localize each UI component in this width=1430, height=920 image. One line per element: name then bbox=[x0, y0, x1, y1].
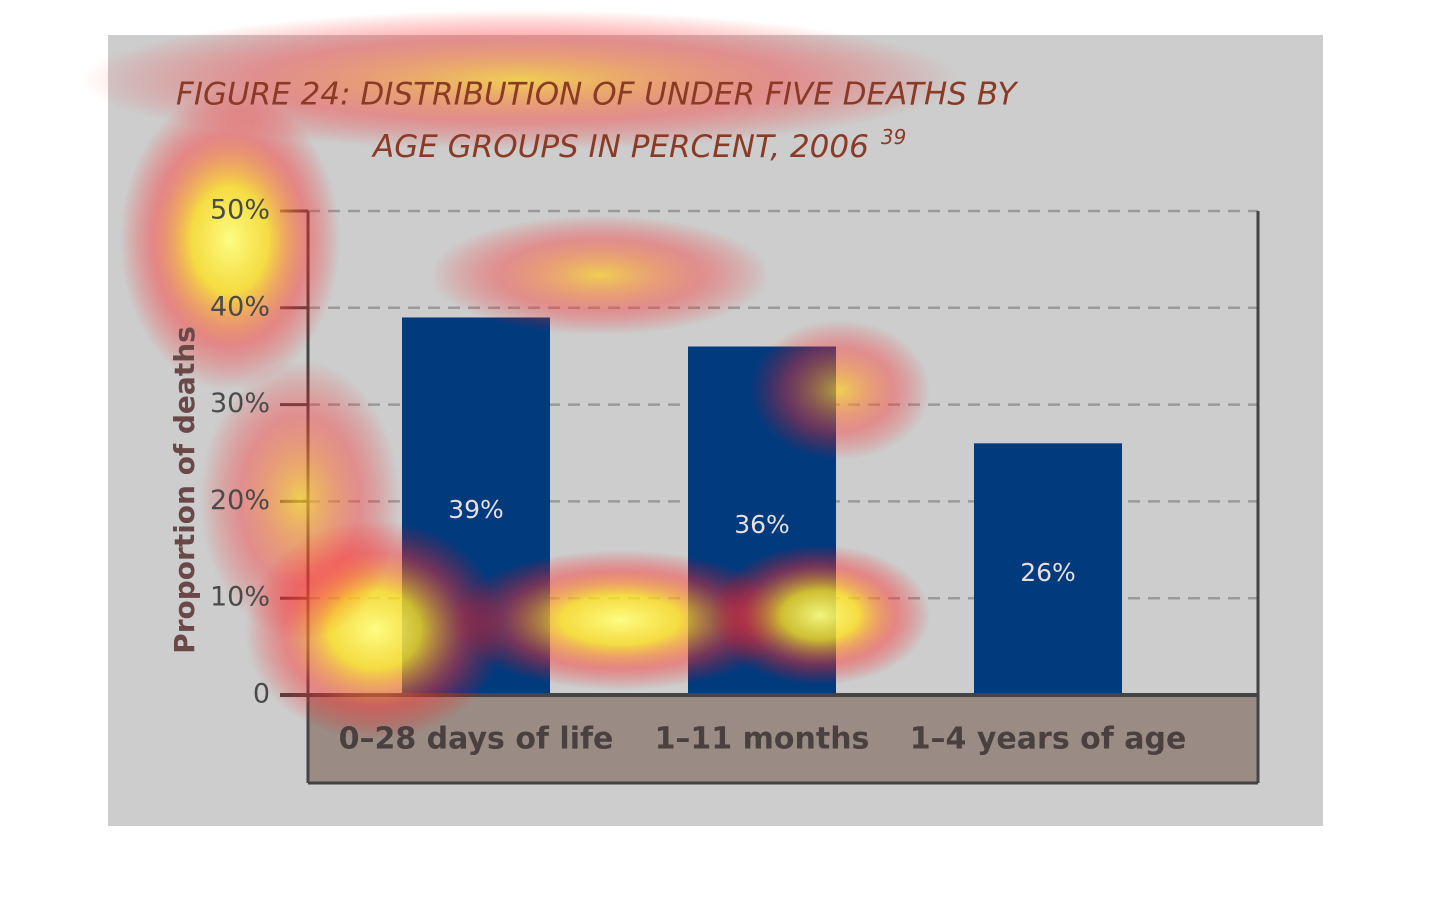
chart-title: AGE GROUPS IN PERCENT, 2006 39 bbox=[371, 125, 906, 165]
y-tick-label: 20% bbox=[210, 485, 270, 516]
bar bbox=[974, 443, 1122, 695]
x-tick-label: 1–4 years of age bbox=[910, 722, 1187, 757]
chart-title: FIGURE 24: DISTRIBUTION OF UNDER FIVE DE… bbox=[176, 77, 1019, 113]
title-line: AGE GROUPS IN PERCENT, 2006 bbox=[371, 129, 869, 165]
value-label: 36% bbox=[734, 510, 790, 539]
y-tick-label: 10% bbox=[210, 582, 270, 613]
y-tick-label: 30% bbox=[210, 388, 270, 419]
heat-blob bbox=[750, 320, 930, 460]
heat-blob bbox=[450, 550, 790, 690]
heat-blob bbox=[200, 360, 400, 640]
x-tick-label: 0–28 days of life bbox=[339, 722, 614, 757]
category-band bbox=[308, 695, 1258, 783]
y-axis-label: Proportion of deaths bbox=[168, 326, 201, 654]
x-tick-label: 1–11 months bbox=[655, 722, 870, 757]
heat-blob bbox=[430, 215, 770, 335]
heatmap bbox=[80, 10, 960, 740]
value-label: 39% bbox=[448, 495, 504, 524]
y-tick-label: 50% bbox=[210, 195, 270, 226]
heat-blob bbox=[120, 90, 340, 390]
y-tick-label: 40% bbox=[210, 291, 270, 322]
y-tick-label: 0 bbox=[253, 679, 270, 710]
title-note: 39 bbox=[881, 125, 906, 149]
value-label: 26% bbox=[1020, 558, 1076, 587]
heat-blob bbox=[710, 545, 930, 685]
heat-blob bbox=[80, 10, 960, 150]
